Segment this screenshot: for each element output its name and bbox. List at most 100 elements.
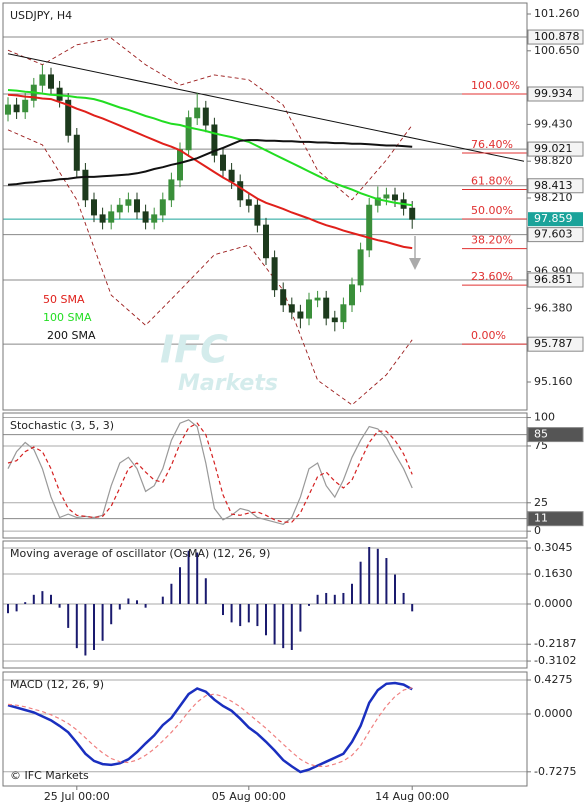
candle-body bbox=[73, 134, 80, 171]
level-label: 98.413 bbox=[534, 179, 573, 192]
bar bbox=[342, 592, 345, 605]
arrow-head bbox=[409, 258, 421, 270]
candle-body bbox=[13, 104, 20, 113]
bar bbox=[282, 604, 285, 649]
candle-body bbox=[383, 194, 390, 199]
candle-body bbox=[5, 104, 11, 115]
panel-plot bbox=[3, 546, 527, 662]
candle-body bbox=[237, 181, 244, 201]
level-label: 85 bbox=[534, 428, 548, 441]
series-line bbox=[7, 89, 413, 207]
fib-label: 76.40% bbox=[471, 138, 513, 151]
y-tick-label: 0.0000 bbox=[534, 707, 573, 720]
candle-body bbox=[108, 211, 115, 223]
level-box bbox=[527, 86, 584, 102]
candle-body bbox=[340, 304, 347, 323]
bar bbox=[32, 594, 35, 605]
bar bbox=[385, 558, 388, 605]
candle-body bbox=[280, 289, 287, 306]
level-label: 99.934 bbox=[534, 87, 573, 100]
series-line bbox=[7, 53, 525, 162]
y-tick-label: 99.430 bbox=[534, 117, 573, 130]
candle-body bbox=[142, 211, 149, 223]
bar bbox=[247, 604, 250, 623]
y-tick-label: 101.260 bbox=[534, 7, 580, 20]
candle-body bbox=[99, 214, 106, 223]
candle-body bbox=[48, 74, 54, 89]
level-label: 97.603 bbox=[534, 228, 573, 241]
bar bbox=[101, 604, 104, 641]
bar bbox=[316, 594, 319, 605]
level-box bbox=[527, 227, 584, 243]
candle-body bbox=[263, 224, 269, 259]
panel-title: USDJPY, H4 bbox=[10, 9, 72, 22]
level-label: 95.787 bbox=[534, 337, 573, 350]
bar bbox=[118, 604, 121, 610]
y-tick-label: 75 bbox=[534, 439, 548, 452]
bar bbox=[376, 548, 379, 605]
series-line bbox=[7, 419, 413, 526]
y-tick-label: 0.1630 bbox=[534, 567, 573, 580]
bar bbox=[75, 604, 78, 649]
candle-body bbox=[314, 297, 321, 301]
bar bbox=[308, 604, 310, 606]
candle-body bbox=[168, 179, 175, 201]
candle-body bbox=[349, 284, 355, 306]
bar bbox=[196, 552, 199, 605]
bar bbox=[187, 550, 190, 605]
candle-body bbox=[185, 117, 192, 151]
bar bbox=[136, 600, 138, 605]
bar bbox=[273, 604, 276, 645]
bar bbox=[394, 574, 396, 605]
bar bbox=[290, 604, 293, 650]
candle-body bbox=[357, 249, 364, 286]
y-tick-label: 0.3045 bbox=[534, 541, 573, 554]
candle-body bbox=[159, 199, 166, 216]
level-label: 11 bbox=[534, 512, 548, 525]
bar bbox=[93, 604, 95, 650]
candle-body bbox=[116, 204, 123, 213]
level-box bbox=[527, 141, 584, 157]
watermark: IFC bbox=[160, 328, 228, 372]
level-box bbox=[527, 29, 584, 45]
last-price-label: 97.859 bbox=[534, 212, 573, 225]
bar bbox=[179, 567, 181, 605]
y-tick-label: -0.7275 bbox=[534, 765, 576, 778]
panel-plot bbox=[3, 679, 527, 774]
fib-label: 100.00% bbox=[471, 79, 520, 92]
y-tick-label: -0.2187 bbox=[534, 637, 576, 650]
candle-body bbox=[366, 204, 373, 251]
legend-label: 50 SMA bbox=[43, 293, 85, 306]
candle-body bbox=[254, 204, 261, 226]
series-line bbox=[7, 687, 413, 767]
candle-body bbox=[374, 197, 381, 206]
bar bbox=[265, 604, 267, 636]
last-price-box bbox=[528, 212, 583, 227]
y-tick-label: 100.650 bbox=[534, 44, 580, 57]
panel-title: MACD (12, 26, 9) bbox=[10, 678, 104, 691]
level-box bbox=[527, 427, 584, 443]
bar bbox=[41, 591, 44, 605]
bar bbox=[239, 604, 242, 627]
y-tick-label: 95.160 bbox=[534, 375, 573, 388]
level-box bbox=[527, 272, 584, 288]
y-tick-label: 25 bbox=[534, 496, 548, 509]
bar bbox=[299, 604, 302, 632]
y-tick-label: 98.820 bbox=[534, 154, 573, 167]
level-box bbox=[527, 178, 584, 194]
bar bbox=[84, 604, 87, 656]
bar bbox=[67, 604, 70, 628]
bar bbox=[24, 602, 27, 605]
candle-body bbox=[297, 311, 304, 319]
y-tick-label: 0.0000 bbox=[534, 597, 573, 610]
fib-label: 38.20% bbox=[471, 234, 513, 247]
bar bbox=[333, 594, 336, 605]
fib-label: 23.60% bbox=[471, 270, 513, 283]
bar bbox=[359, 561, 362, 605]
bar bbox=[222, 604, 224, 616]
candle-body bbox=[331, 317, 338, 323]
bar bbox=[144, 604, 147, 608]
y-tick-label: 100 bbox=[534, 411, 555, 424]
candle-body bbox=[245, 199, 252, 206]
